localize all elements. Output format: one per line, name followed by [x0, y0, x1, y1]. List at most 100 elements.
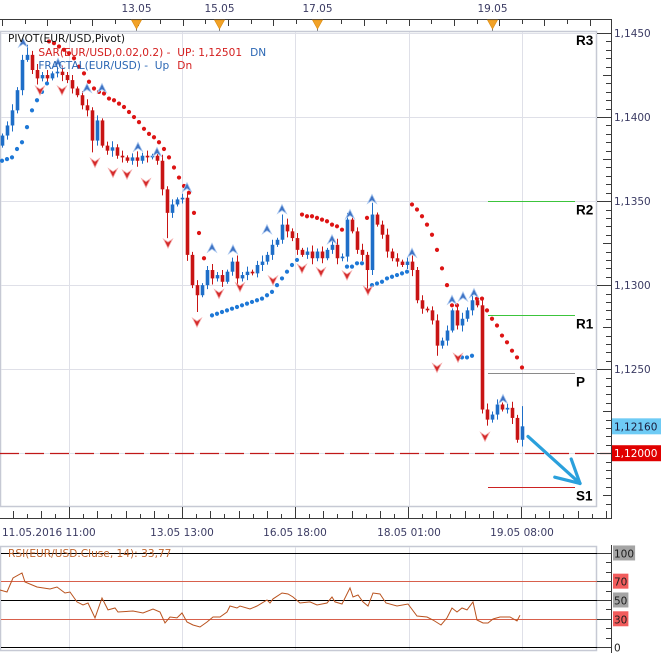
sar-dot: [314, 215, 320, 221]
candle-up: [470, 295, 475, 316]
main-chart-frame[interactable]: [0, 30, 598, 508]
candle-up: [440, 337, 445, 349]
sar-dot: [66, 51, 72, 56]
sar-dot: [44, 81, 50, 86]
sar-dot: [86, 79, 92, 84]
candle-body: [455, 310, 460, 326]
fractal-down-arrow-icon: [140, 177, 152, 189]
level-price-tag: 1,12000: [614, 448, 657, 460]
date-marker-triangle-icon[interactable]: [130, 19, 143, 30]
candle-body: [420, 300, 425, 309]
main-chart-pane[interactable]: R3 R2 R1 P S1 PIVOT(EUR/USD,Pivot) SAR(EUR/U…: [0, 30, 611, 508]
candle-body: [400, 261, 405, 265]
candle-down: [360, 243, 365, 261]
top-date-label: 15.05: [204, 3, 234, 15]
sar-dot: [209, 313, 215, 318]
candle-body: [435, 320, 440, 346]
legend-pivot[interactable]: PIVOT(EUR/USD,Pivot): [8, 33, 125, 45]
candle-down: [220, 270, 225, 287]
fractal-up-arrow-icon: [446, 294, 458, 306]
fractal-up-arrow-icon: [227, 243, 239, 256]
trend-arrow-drawing[interactable]: [526, 434, 582, 486]
candle-body: [415, 270, 420, 301]
arrow-head-icon[interactable]: [569, 457, 582, 486]
candle-body: [140, 155, 145, 161]
sar-dot: [46, 39, 52, 44]
sar-dot: [494, 323, 500, 328]
sar-dot: [424, 222, 430, 227]
rsi-title[interactable]: RSI(EUR/USD.Cluse, 14): 33,77: [8, 548, 171, 560]
candle-up: [225, 269, 230, 284]
rsi-pane[interactable]: RSI(EUR/USD.Cluse, 14): 33,77: [0, 545, 598, 652]
price-axis[interactable]: 1,1450 1,1400 1,1350 1,1300 1,1250 1,12160 1,1…: [597, 19, 661, 519]
candle-down: [415, 266, 420, 304]
candle-body: [235, 261, 240, 279]
parabolic-sar-series: [0, 39, 525, 370]
fractal-down-arrow-icon: [296, 263, 308, 275]
arrow-head-icon[interactable]: [553, 475, 582, 486]
sar-dot: [334, 224, 340, 229]
candle-up: [445, 325, 450, 346]
candle-body: [330, 244, 335, 250]
candle-body: [405, 261, 410, 265]
legend-sar[interactable]: SAR(EUR/USD,0.02,0.2) - UP: 1,12501 DN: [8, 47, 290, 59]
sar-dot: [126, 109, 132, 115]
arrow-shaft[interactable]: [526, 434, 582, 486]
sar-dot: [299, 212, 305, 217]
date-marker-triangle-icon[interactable]: [213, 19, 226, 30]
candle-body: [285, 224, 290, 232]
price-axis-label: 1,1400: [614, 112, 651, 124]
time-axis[interactable]: 11.05.2016 11:00 13.05 13:00 16.05 18:00 18…: [0, 507, 612, 539]
candle-down: [300, 247, 305, 257]
time-axis-label: 16.05 18:00: [263, 527, 327, 539]
candle-down: [60, 65, 65, 82]
candle-body: [240, 275, 245, 279]
sar-dot: [14, 146, 20, 152]
candle-up: [245, 266, 250, 281]
candle-down: [510, 401, 515, 424]
candle-up: [240, 272, 245, 282]
sar-dot: [434, 247, 440, 252]
candle-down: [500, 402, 505, 412]
candle-body: [0, 135, 5, 146]
sar-dot: [219, 309, 225, 315]
candle-body: [65, 75, 70, 81]
fractal-down-arrow-icon: [452, 352, 464, 364]
candle-body: [470, 300, 475, 311]
fractal-markers: [17, 37, 509, 443]
candle-body: [485, 409, 490, 420]
candle-body: [410, 261, 415, 271]
candle-up: [270, 239, 275, 260]
legend-fractal[interactable]: FRACTAL(EUR/USD) - Up Dn: [8, 60, 216, 72]
rsi-frame[interactable]: [0, 545, 598, 652]
fractal-down-arrow-icon: [362, 285, 374, 297]
sar-dot: [249, 299, 255, 305]
sar-dot: [369, 283, 375, 288]
pivot-label-r2: R2: [576, 203, 593, 218]
candle-down: [250, 269, 255, 276]
sar-dot: [364, 215, 370, 221]
rsi-axis[interactable]: 100 70 50 30 0: [597, 545, 636, 653]
candle-up: [490, 411, 495, 423]
candle-down: [70, 75, 75, 94]
sar-dot: [469, 353, 475, 358]
candle-up: [25, 44, 30, 62]
sar-dot: [186, 190, 192, 195]
candle-body: [355, 231, 360, 250]
candle-body: [515, 417, 520, 440]
sar-dot: [151, 135, 157, 140]
candle-down: [420, 295, 425, 314]
candle-up: [405, 257, 410, 270]
sar-dot: [176, 175, 182, 180]
candle-body: [300, 249, 305, 255]
sar-dot: [289, 262, 295, 268]
candle-body: [500, 404, 505, 410]
candle-up: [305, 247, 310, 259]
candle-up: [275, 237, 280, 247]
sar-dot: [519, 365, 525, 370]
fractal-up-arrow-icon: [151, 146, 163, 158]
date-marker-triangle-icon[interactable]: [486, 19, 499, 30]
candle-up: [215, 272, 220, 282]
date-marker-triangle-icon[interactable]: [311, 19, 324, 30]
top-date-axis[interactable]: 13.05 15.05 17.05 19.05: [0, 3, 612, 31]
